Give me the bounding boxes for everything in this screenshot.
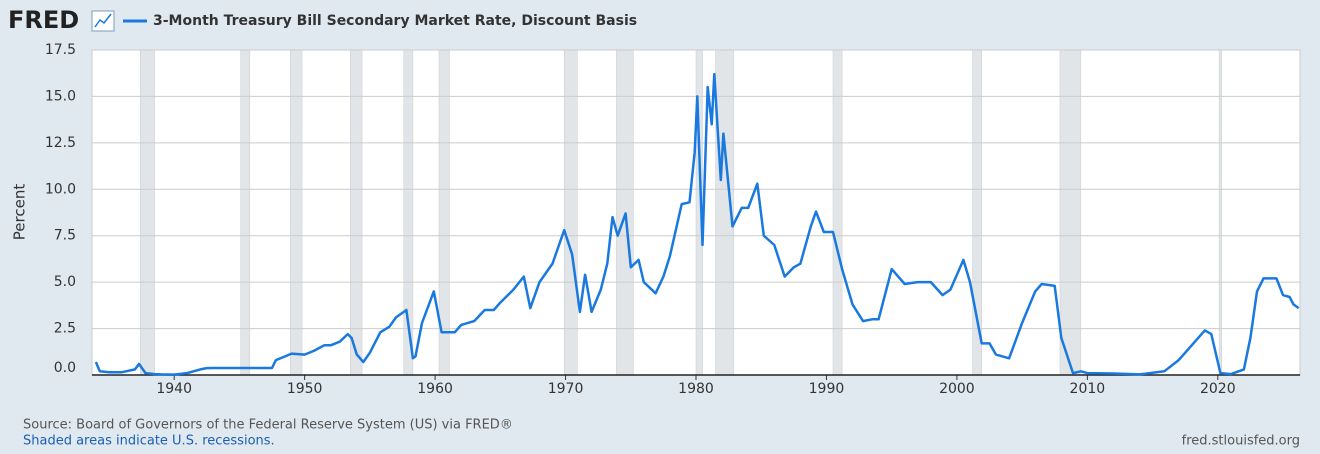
- recession-band: [1059, 49, 1082, 376]
- recession-band: [563, 49, 578, 376]
- y-tick-label: 5.0: [54, 274, 76, 290]
- logo-icon: [91, 10, 115, 32]
- series-line: [94, 72, 1300, 376]
- url[interactable]: fred.stlouisfed.org: [1182, 434, 1300, 449]
- x-tick-label: 1960: [417, 381, 453, 397]
- logo: FRED: [8, 6, 79, 34]
- x-tick-label: 2010: [1070, 381, 1106, 397]
- source: Source: Board of Governors of the Federa…: [23, 418, 513, 433]
- x-tick-label: 2000: [939, 381, 975, 397]
- x-tick-label: 1940: [156, 381, 192, 397]
- x-tick-label: 1990: [809, 381, 845, 397]
- y-tick-label: 17.5: [45, 42, 76, 58]
- recession-band: [832, 49, 843, 376]
- recession-band: [290, 49, 303, 376]
- recession-band: [1218, 49, 1222, 376]
- recession-band: [972, 49, 982, 376]
- legend-label: 3-Month Treasury Bill Secondary Market R…: [153, 13, 637, 29]
- x-tick-label: 1950: [287, 381, 323, 397]
- y-tick-label: 7.5: [54, 228, 76, 244]
- y-tick-label: 0.0: [54, 360, 76, 376]
- recession-band: [240, 49, 251, 376]
- recession-note[interactable]: Shaded areas indicate U.S. recessions.: [23, 434, 275, 449]
- y-tick-label: 10.0: [45, 181, 76, 197]
- recession-band: [140, 49, 155, 376]
- recession-band: [350, 49, 363, 376]
- x-tick-label: 1980: [678, 381, 714, 397]
- y-tick-label: 12.5: [45, 135, 76, 151]
- x-tick-label: 1970: [548, 381, 584, 397]
- x-tick-label: 2020: [1200, 381, 1236, 397]
- y-tick-label: 2.5: [54, 321, 76, 337]
- y-tick-label: 15.0: [45, 88, 76, 104]
- y-axis-label: Percent: [11, 184, 29, 241]
